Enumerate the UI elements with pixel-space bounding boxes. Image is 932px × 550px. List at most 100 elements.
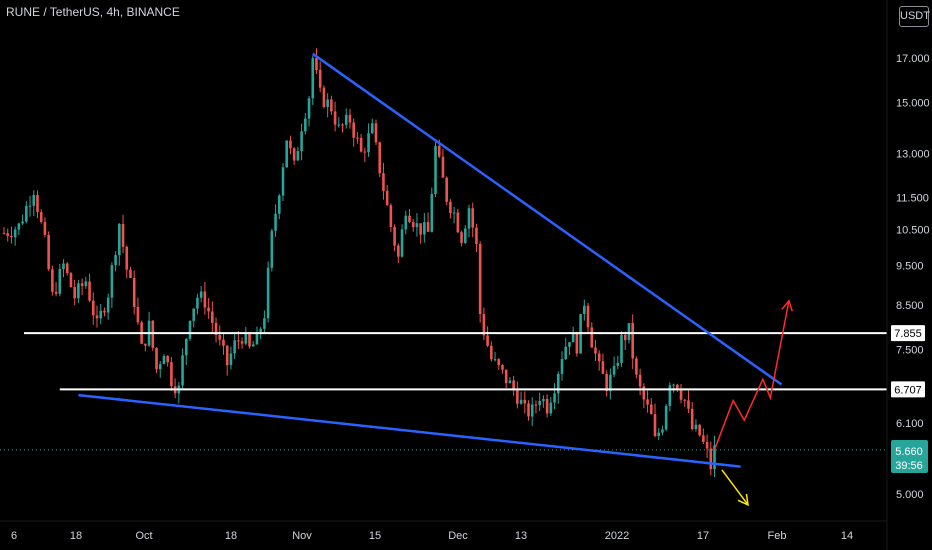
candle-body <box>28 205 32 207</box>
price-tick-label: 9.500 <box>896 260 924 272</box>
candle-body <box>556 373 560 394</box>
candle-body <box>452 212 456 214</box>
candle-body <box>564 346 568 359</box>
candle-body <box>307 98 311 119</box>
candle-body <box>270 230 274 268</box>
time-tick-label: Oct <box>135 530 152 542</box>
candle-body <box>132 277 136 307</box>
candle-body <box>676 384 679 391</box>
candle-body <box>534 404 538 406</box>
candle-body <box>501 365 504 370</box>
candle-body <box>553 393 556 403</box>
candle-body <box>118 223 121 256</box>
candle-body <box>437 145 441 157</box>
candle-body <box>240 341 244 344</box>
candle-body <box>300 131 303 152</box>
candle-body <box>155 347 158 370</box>
candle-body <box>367 133 370 153</box>
candle-body <box>43 221 47 235</box>
candle-body <box>382 173 385 191</box>
candle-body <box>516 389 519 404</box>
candle-body <box>467 208 471 229</box>
candle-body <box>259 328 262 333</box>
candle-body <box>713 445 716 470</box>
symbol-title[interactable]: RUNE / TetherUS, 4h, BINANCE <box>6 5 180 19</box>
level-labels: 7.855 6.707 <box>891 325 925 398</box>
candle-body <box>378 142 382 174</box>
candle-body <box>344 114 348 125</box>
time-tick-label: Feb <box>768 530 787 542</box>
candle-body <box>705 441 709 449</box>
candle-body <box>478 243 482 315</box>
candles-layer <box>2 48 716 477</box>
candle-body <box>426 222 430 232</box>
candle-body <box>475 227 478 244</box>
candle-body <box>497 359 501 366</box>
candle-body <box>47 234 50 270</box>
candle-body <box>263 318 266 329</box>
candle-body <box>281 167 285 196</box>
candle-body <box>10 235 13 238</box>
candle-body <box>192 308 196 321</box>
candle-body <box>679 390 683 400</box>
candle-body <box>341 124 344 126</box>
candle-body <box>166 356 169 363</box>
candle-body <box>411 222 415 228</box>
candle-body <box>225 345 229 366</box>
candle-body <box>571 333 575 343</box>
candle-body <box>251 344 255 347</box>
candle-body <box>326 99 329 107</box>
candle-body <box>95 315 99 319</box>
price-axis[interactable]: 17.000 15.000 13.000 11.500 10.500 9.500 8.500… <box>896 53 930 501</box>
candle-body <box>601 361 605 374</box>
candle-body <box>389 205 393 227</box>
candle-body <box>266 267 270 319</box>
currency-unit-button[interactable]: USDT <box>899 6 930 27</box>
candle-body <box>430 194 434 232</box>
candle-body <box>110 265 114 298</box>
candle-body <box>322 87 326 107</box>
time-tick-label: 6 <box>11 530 17 542</box>
candle-body <box>65 263 69 274</box>
drawings-layer <box>0 52 887 507</box>
candle-body <box>664 405 668 430</box>
candle-body <box>449 201 452 214</box>
candle-body <box>69 273 73 288</box>
candle-body <box>594 347 597 354</box>
current-price-label: 5.660 <box>895 446 923 458</box>
time-axis[interactable]: 6 18 Oct 18 Nov 15 Dec 13 2022 17 Feb 14 <box>11 530 853 542</box>
candle-body <box>583 305 586 315</box>
candle-body <box>311 58 315 99</box>
price-tick-label: 10.500 <box>896 225 930 237</box>
candle-body <box>690 408 694 430</box>
candle-body <box>99 310 103 319</box>
candle-body <box>348 114 352 123</box>
candle-body <box>218 334 222 340</box>
candle-body <box>352 122 355 138</box>
candle-body <box>2 233 6 235</box>
price-tick-label: 15.000 <box>896 98 930 110</box>
candle-body <box>32 194 36 206</box>
candle-body <box>545 398 549 414</box>
candle-body <box>359 137 363 152</box>
candle-body <box>356 137 359 139</box>
candle-body <box>121 223 125 247</box>
time-tick-label: 15 <box>369 530 381 542</box>
candle-body <box>25 206 28 222</box>
candle-body <box>530 404 534 417</box>
level-label-bg <box>891 381 925 398</box>
candle-countdown-label: 39:56 <box>895 460 923 472</box>
candle-body <box>504 369 508 384</box>
candle-body <box>527 403 530 417</box>
candle-body <box>460 232 463 243</box>
candle-body <box>605 373 608 392</box>
projection-up-arrow <box>713 300 790 451</box>
candle-body <box>196 297 199 309</box>
candle-body <box>244 333 248 344</box>
candle-body <box>374 123 378 143</box>
candle-body <box>292 148 296 161</box>
candle-body <box>687 400 690 409</box>
candle-body <box>463 228 467 243</box>
candle-body <box>170 362 173 387</box>
